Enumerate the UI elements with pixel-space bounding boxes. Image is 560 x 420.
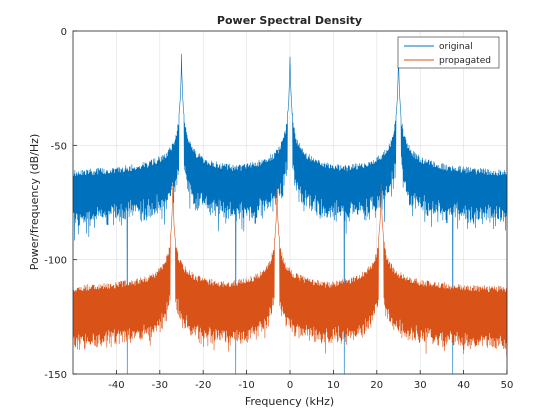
x-tick-label: 20	[370, 380, 383, 391]
x-tick-label: -10	[238, 380, 254, 391]
legend-label-propagated: propagated	[439, 56, 491, 66]
legend-box	[397, 36, 500, 69]
legend[interactable]: original propagated	[397, 36, 500, 69]
x-tick-label: 10	[327, 380, 340, 391]
data-series	[73, 53, 507, 374]
x-tick-label: 40	[457, 380, 470, 391]
x-axis-label: Frequency (kHz)	[245, 395, 334, 408]
y-tick-label: -50	[51, 141, 67, 152]
x-tick-label: 50	[501, 380, 514, 391]
chart-title: Power Spectral Density	[217, 14, 362, 27]
x-tick-label: 0	[287, 380, 293, 391]
y-tick-label: 0	[61, 27, 67, 38]
legend-label-original: original	[439, 42, 473, 52]
y-tick-label: -100	[44, 256, 67, 267]
axis-ticks: -40 -30 -20 -10 0 10 20 30 40 500-50-100-150	[44, 27, 513, 391]
x-tick-label: 30	[414, 380, 427, 391]
x-tick-label: -30	[152, 380, 168, 391]
y-tick-label: -150	[44, 370, 67, 381]
x-tick-label: -40	[108, 380, 124, 391]
series-propagated-line	[73, 183, 507, 356]
series-original-line	[73, 53, 507, 374]
y-axis-label: Power/frequency (dB/Hz)	[28, 134, 41, 271]
x-tick-label: -20	[195, 380, 211, 391]
